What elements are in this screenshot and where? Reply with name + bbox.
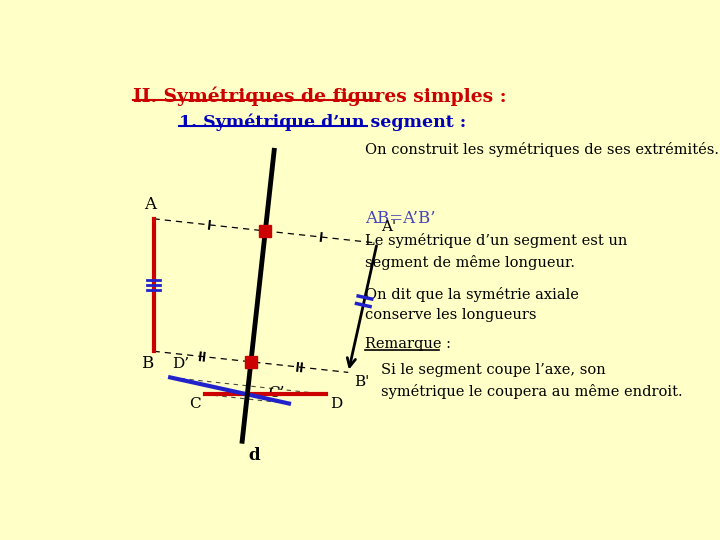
Text: A: A bbox=[144, 195, 156, 213]
Text: On dit que la symétrie axiale
conserve les longueurs: On dit que la symétrie axiale conserve l… bbox=[365, 287, 579, 322]
Text: On construit les symétriques de ses extrémités.: On construit les symétriques de ses extr… bbox=[365, 142, 719, 157]
Text: C’: C’ bbox=[269, 386, 285, 400]
Text: II. Symétriques de figures simples :: II. Symétriques de figures simples : bbox=[132, 86, 506, 106]
Text: C: C bbox=[189, 397, 201, 410]
Text: Le symétrique d’un segment est un
segment de même longueur.: Le symétrique d’un segment est un segmen… bbox=[365, 233, 628, 270]
Text: A': A' bbox=[381, 220, 396, 234]
Text: d: d bbox=[248, 448, 260, 464]
Text: Remarque :: Remarque : bbox=[365, 336, 451, 350]
Text: B: B bbox=[141, 355, 153, 372]
Text: D’: D’ bbox=[173, 357, 189, 371]
Text: AB=A’B’: AB=A’B’ bbox=[365, 210, 436, 227]
Text: 1. Symétrique d’un segment :: 1. Symétrique d’un segment : bbox=[179, 113, 467, 131]
Text: Si le segment coupe l’axe, son
symétrique le coupera au même endroit.: Si le segment coupe l’axe, son symétriqu… bbox=[381, 363, 683, 399]
Text: B': B' bbox=[354, 375, 369, 389]
Text: D: D bbox=[330, 397, 343, 410]
